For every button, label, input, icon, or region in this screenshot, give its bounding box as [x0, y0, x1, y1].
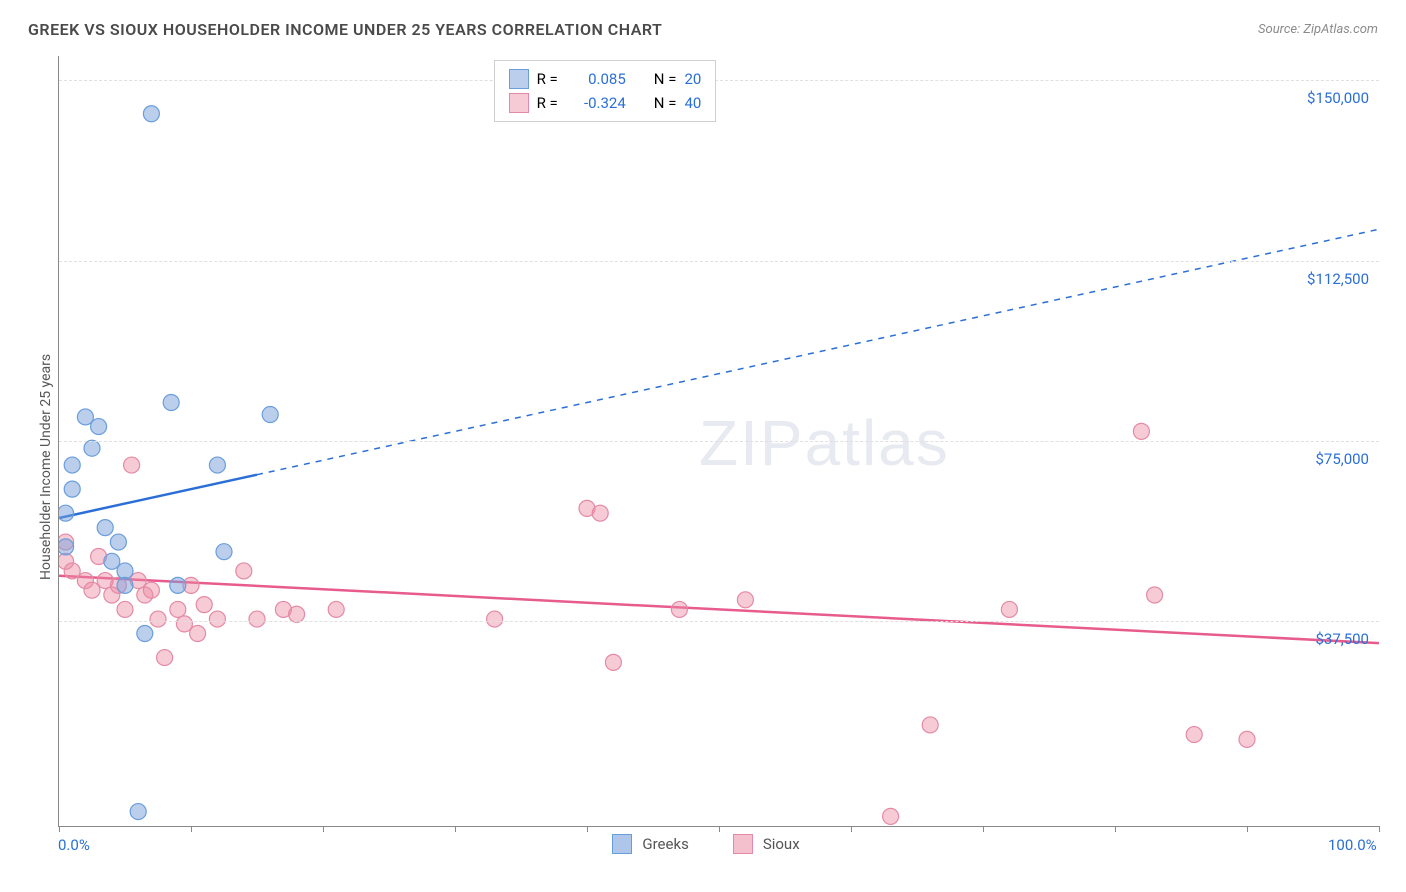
- legend-label-greek: Greeks: [642, 835, 688, 853]
- legend-swatch-sioux: [509, 93, 529, 113]
- legend-swatch-sioux-bottom: [733, 834, 753, 854]
- scatter-point-greek: [117, 577, 133, 593]
- y-tick-label: $112,500: [1307, 270, 1369, 288]
- scatter-point-greek: [117, 563, 133, 579]
- scatter-point-sioux: [196, 597, 212, 613]
- y-tick-label: $75,000: [1315, 450, 1369, 468]
- scatter-point-sioux: [236, 563, 252, 579]
- scatter-point-greek: [64, 457, 80, 473]
- gridline: [59, 80, 1379, 81]
- scatter-point-sioux: [84, 582, 100, 598]
- scatter-point-sioux: [1133, 423, 1149, 439]
- gridline: [59, 441, 1379, 442]
- x-tick: [587, 826, 588, 832]
- legend-swatch-greek: [509, 69, 529, 89]
- source-attribution: Source: ZipAtlas.com: [1258, 22, 1378, 37]
- scatter-point-sioux: [190, 626, 206, 642]
- scatter-plot-area: ZIPatlas $37,500$75,000$112,500$150,000: [58, 56, 1379, 827]
- regression-line-sioux: [59, 576, 1379, 643]
- scatter-point-greek: [104, 553, 120, 569]
- scatter-point-sioux: [150, 611, 166, 627]
- correlation-legend: R = 0.085 N = 20 R = -0.324 N = 40: [494, 60, 717, 122]
- scatter-point-greek: [84, 440, 100, 456]
- x-tick-label: 100.0%: [1328, 836, 1377, 854]
- gridline: [59, 621, 1379, 622]
- x-tick: [719, 826, 720, 832]
- scatter-point-sioux: [883, 808, 899, 824]
- scatter-point-sioux: [328, 601, 344, 617]
- regression-line-greek-dashed: [257, 229, 1379, 474]
- scatter-point-greek: [209, 457, 225, 473]
- n-value-greek: 20: [684, 67, 701, 91]
- scatter-point-sioux: [289, 606, 305, 622]
- gridline: [59, 261, 1379, 262]
- scatter-point-greek: [170, 577, 186, 593]
- n-label: N =: [654, 91, 677, 115]
- x-tick: [455, 826, 456, 832]
- x-tick: [1247, 826, 1248, 832]
- scatter-point-greek: [97, 520, 113, 536]
- scatter-point-greek: [262, 407, 278, 423]
- x-tick: [323, 826, 324, 832]
- scatter-point-sioux: [1186, 727, 1202, 743]
- series-legend: Greeks Sioux: [612, 834, 799, 854]
- scatter-point-greek: [64, 481, 80, 497]
- x-tick: [983, 826, 984, 832]
- scatter-point-greek: [59, 505, 74, 521]
- scatter-point-sioux: [170, 601, 186, 617]
- regression-line-greek-solid: [59, 475, 257, 518]
- x-tick: [191, 826, 192, 832]
- scatter-point-sioux: [124, 457, 140, 473]
- scatter-point-sioux: [1001, 601, 1017, 617]
- scatter-point-sioux: [605, 654, 621, 670]
- scatter-point-greek: [77, 409, 93, 425]
- n-label: N =: [654, 67, 677, 91]
- scatter-point-greek: [91, 419, 107, 435]
- scatter-point-sioux: [117, 601, 133, 617]
- scatter-point-greek: [143, 106, 159, 122]
- legend-label-sioux: Sioux: [763, 835, 800, 853]
- x-tick: [1379, 826, 1380, 832]
- scatter-point-sioux: [1147, 587, 1163, 603]
- x-tick: [851, 826, 852, 832]
- r-label: R =: [537, 91, 558, 115]
- x-tick: [59, 826, 60, 832]
- scatter-point-greek: [130, 804, 146, 820]
- scatter-point-sioux: [176, 616, 192, 632]
- scatter-point-greek: [163, 395, 179, 411]
- scatter-point-greek: [110, 534, 126, 550]
- scatter-point-sioux: [64, 563, 80, 579]
- scatter-point-greek: [59, 539, 74, 555]
- r-value-greek: 0.085: [566, 67, 626, 91]
- legend-swatch-greek-bottom: [612, 834, 632, 854]
- chart-title: GREEK VS SIOUX HOUSEHOLDER INCOME UNDER …: [28, 20, 662, 39]
- legend-row-sioux: R = -0.324 N = 40: [509, 91, 702, 115]
- scatter-point-greek: [216, 544, 232, 560]
- y-axis-label: Householder Income Under 25 years: [38, 354, 54, 580]
- scatter-point-sioux: [143, 582, 159, 598]
- scatter-point-sioux: [737, 592, 753, 608]
- x-tick: [1115, 826, 1116, 832]
- scatter-point-sioux: [592, 505, 608, 521]
- scatter-point-sioux: [922, 717, 938, 733]
- scatter-point-sioux: [249, 611, 265, 627]
- scatter-point-sioux: [1239, 731, 1255, 747]
- legend-row-greek: R = 0.085 N = 20: [509, 67, 702, 91]
- scatter-point-greek: [137, 626, 153, 642]
- y-tick-label: $37,500: [1315, 630, 1369, 648]
- n-value-sioux: 40: [684, 91, 701, 115]
- scatter-point-sioux: [209, 611, 225, 627]
- scatter-point-sioux: [157, 650, 173, 666]
- scatter-point-sioux: [487, 611, 503, 627]
- y-tick-label: $150,000: [1307, 89, 1369, 107]
- x-tick-label: 0.0%: [58, 836, 90, 854]
- r-value-sioux: -0.324: [566, 91, 626, 115]
- r-label: R =: [537, 67, 558, 91]
- scatter-point-sioux: [671, 601, 687, 617]
